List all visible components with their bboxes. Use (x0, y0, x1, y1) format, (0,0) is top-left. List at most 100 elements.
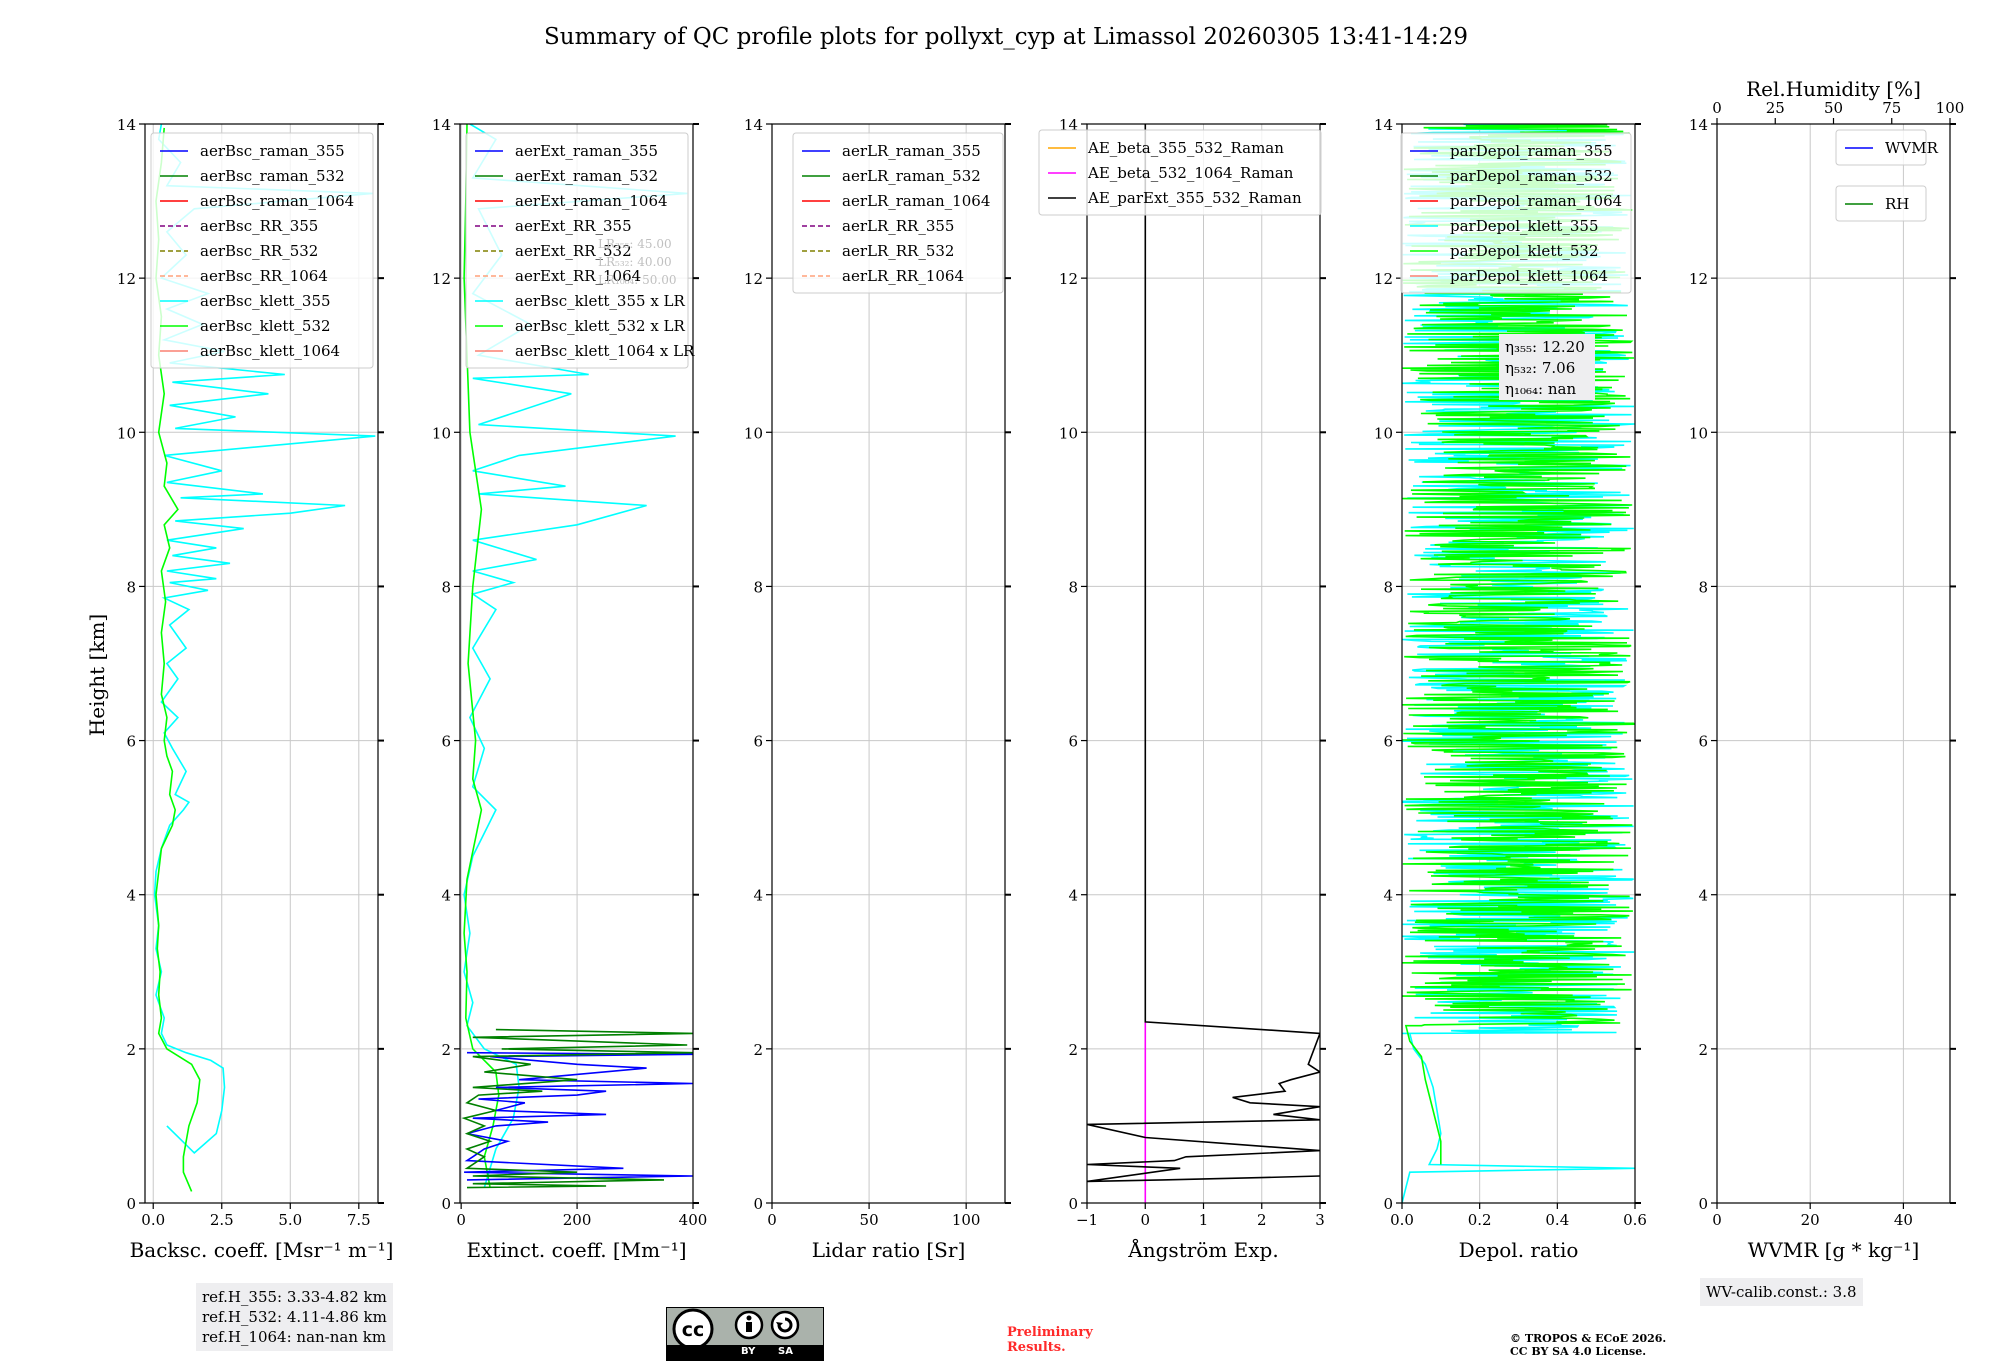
y-tick-label: 2 (753, 1041, 763, 1059)
y-tick-label: 14 (432, 116, 451, 134)
legend-label: aerBsc_klett_532 (200, 317, 331, 335)
y-tick-label: 8 (1383, 578, 1393, 596)
x-tick-label: 20 (1801, 1211, 1820, 1229)
lr-note-line: LR₁₀₆₄: 50.00 (598, 273, 676, 287)
eta-note-box: η₃₅₅: 12.20 η₅₃₂: 7.06 η₁₀₆₄: nan (1499, 334, 1595, 400)
y-tick-label: 2 (441, 1041, 451, 1059)
axis-frame-lidar_ratio (771, 123, 1006, 1204)
series-line-AE_parExt_355_532_Raman (1087, 124, 1320, 1183)
series-angstrom (1087, 124, 1320, 1203)
x-tick-label: 0.0 (1390, 1211, 1414, 1229)
y-tick-label: 14 (1374, 116, 1393, 134)
legend-label: aerLR_raman_1064 (842, 192, 990, 210)
x-tick-label: 7.5 (347, 1211, 371, 1229)
legend-rh-wvmr: RH (1835, 185, 1927, 222)
ref-height-532: ref.H_532: 4.11-4.86 km (202, 1308, 387, 1326)
y-tick-label: 10 (744, 424, 763, 442)
x-tick-label: 40 (1894, 1211, 1913, 1229)
y-tick-label: 10 (117, 424, 136, 442)
x-tick-label: 5.0 (278, 1211, 302, 1229)
legend-label: AE_beta_532_1064_Raman (1087, 164, 1294, 182)
y-tick-label: 0 (753, 1195, 763, 1213)
legend-box (1400, 132, 1632, 294)
cc-by-label: BY (741, 1346, 756, 1357)
eta-note-line: η₅₃₂: 7.06 (1505, 359, 1575, 377)
legend-label: aerExt_RR_1064 (515, 267, 641, 285)
x-tick-label: 1 (1199, 1211, 1209, 1229)
y-tick-label: 8 (126, 578, 136, 596)
top-x-tick-label: 50 (1824, 99, 1843, 117)
legend-label: parDepol_raman_532 (1450, 167, 1613, 185)
x-tick-label: 400 (679, 1211, 708, 1229)
y-tick-label: 0 (441, 1195, 451, 1213)
y-tick-label: 10 (432, 424, 451, 442)
x-axis-label-extinction: Extinct. coeff. [Mm⁻¹] (466, 1238, 686, 1262)
y-tick-label: 0 (1383, 1195, 1393, 1213)
wv-calib-info-box: WV-calib.const.: 3.8 (1700, 1278, 1863, 1306)
x-axis-label-angstrom: Ångström Exp. (1127, 1237, 1278, 1262)
y-tick-label: 2 (126, 1041, 136, 1059)
y-tick-label: 8 (441, 578, 451, 596)
x-axis-label-backscatter: Backsc. coeff. [Msr⁻¹ m⁻¹] (130, 1238, 394, 1262)
axis-frame-wvmr (1716, 123, 1951, 1204)
x-tick-label: 0 (1140, 1211, 1150, 1229)
x-tick-label: 0 (1712, 1211, 1722, 1229)
eta-note-line: η₁₀₆₄: nan (1505, 380, 1576, 398)
preliminary-line-1: Preliminary (1007, 1325, 1093, 1340)
cc-logo-icon: cc (672, 1308, 800, 1346)
x-tick-label: 3 (1315, 1211, 1325, 1229)
y-tick-label: 6 (126, 733, 136, 751)
y-tick-label: 0 (126, 1195, 136, 1213)
legend-label: aerExt_raman_532 (515, 167, 658, 185)
figure-title: Summary of QC profile plots for pollyxt_… (544, 24, 1468, 50)
y-tick-label: 4 (441, 887, 451, 905)
legend-depol: parDepol_raman_355 parDepol_raman_532 parD… (1400, 132, 1632, 294)
top-x-tick-label: 0 (1712, 99, 1722, 117)
x-tick-label: 0 (767, 1211, 777, 1229)
legend-backscatter: aerBsc_raman_355 aerBsc_raman_532 aerBsc_r… (150, 132, 374, 369)
legend-box (1835, 185, 1927, 222)
x-tick-label: 0 (456, 1211, 466, 1229)
y-tick-label: 14 (117, 116, 136, 134)
legend-label: aerBsc_RR_1064 (200, 267, 328, 285)
lr-note-line: LR₃₅₅: 45.00 (598, 237, 672, 251)
legend-label: aerExt_raman_355 (515, 142, 658, 160)
legend-label: RH (1885, 195, 1909, 213)
top-x-tick-label: 100 (1936, 99, 1965, 117)
legend-label: aerExt_raman_1064 (515, 192, 668, 210)
y-tick-label: 6 (1383, 733, 1393, 751)
grid-wvmr (1716, 123, 1950, 1204)
panel-backscatter: 0 2 4 6 8 10 12 14 0.0 2.5 5.0 7.5 Backsc. coeff. [M… (117, 116, 393, 1262)
y-tick-label: 6 (441, 733, 451, 751)
x-tick-label: 100 (952, 1211, 981, 1229)
y-tick-label: 6 (1698, 733, 1708, 751)
legend-label: parDepol_klett_355 (1450, 217, 1599, 235)
legend-wvmr: WVMR (1835, 129, 1939, 166)
legend-label: parDepol_raman_355 (1450, 142, 1613, 160)
y-tick-label: 10 (1374, 424, 1393, 442)
y-tick-label: 4 (1698, 887, 1708, 905)
copyright-line-1: © TROPOS & ECoE 2026. (1510, 1332, 1667, 1345)
panel-extinction: 0 2 4 6 8 10 12 14 0 200 400 Extinct. coeff. [Mm⁻¹]… (432, 116, 707, 1262)
legend-label: aerLR_RR_532 (842, 242, 954, 260)
axis-frame-backscatter (144, 123, 379, 1204)
legend-label: parDepol_raman_1064 (1450, 192, 1622, 210)
legend-angstrom: AE_beta_355_532_Raman AE_beta_532_1064_Ra… (1038, 129, 1322, 216)
y-tick-label: 6 (753, 733, 763, 751)
legend-label: aerLR_raman_532 (842, 167, 981, 185)
y-tick-label: 0 (1698, 1195, 1708, 1213)
legend-box (792, 132, 1004, 294)
legend-label: AE_beta_355_532_Raman (1087, 139, 1284, 157)
series-line-aerExt_raman_532 (461, 1028, 693, 1189)
y-tick-label: 8 (753, 578, 763, 596)
x-tick-label: 0.6 (1623, 1211, 1647, 1229)
copyright-note: © TROPOS & ECoE 2026. CC BY SA 4.0 Licen… (1510, 1332, 1666, 1358)
grid-angstrom (1086, 123, 1321, 1204)
y-tick-label: 4 (753, 887, 763, 905)
x-tick-label: 2.5 (210, 1211, 234, 1229)
legend-label: aerLR_raman_355 (842, 142, 981, 160)
legend-label: parDepol_klett_1064 (1450, 267, 1608, 285)
series-line-aerExt_raman_355 (464, 1051, 693, 1181)
legend-extinction: aerExt_raman_355 aerExt_raman_532 aerExt_r… (465, 132, 695, 369)
y-tick-label: 2 (1068, 1041, 1078, 1059)
